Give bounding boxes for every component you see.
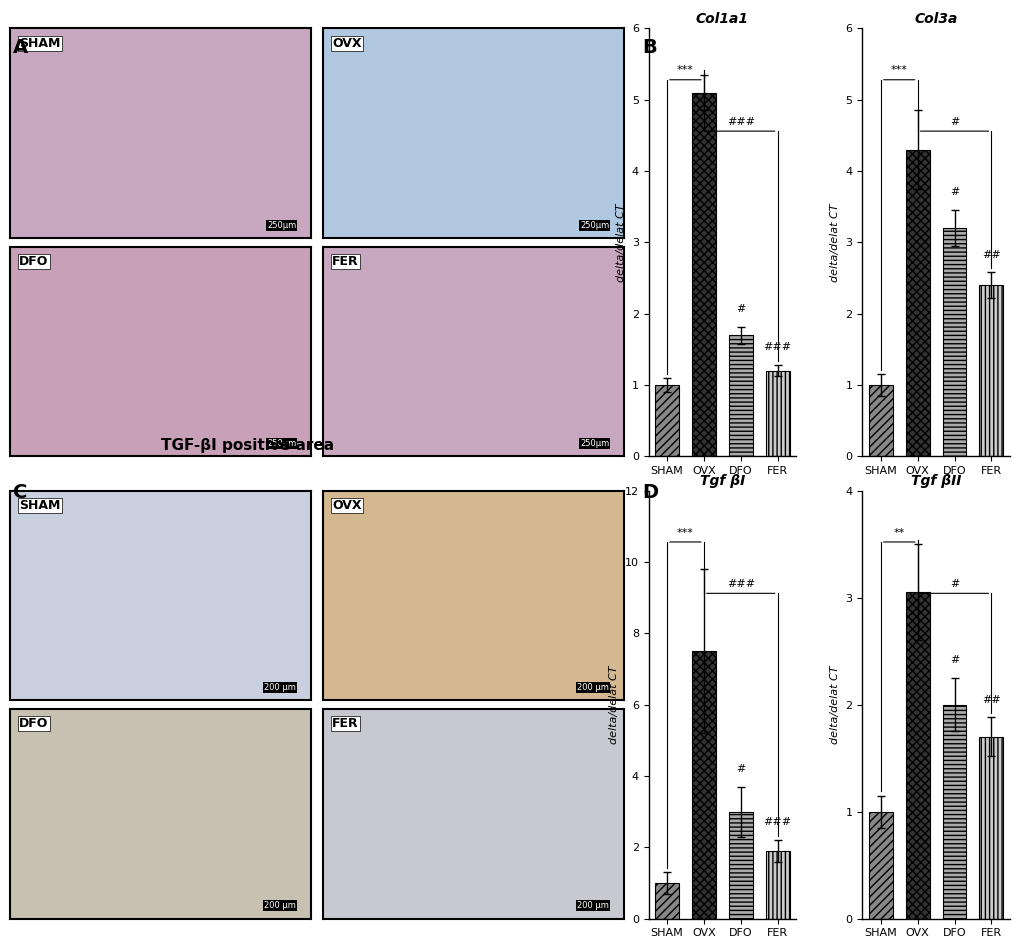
Text: FER: FER <box>332 717 359 730</box>
Text: SHAM: SHAM <box>19 37 60 50</box>
Text: ***: *** <box>677 527 693 538</box>
Text: TGF-βI positive area: TGF-βI positive area <box>161 438 333 453</box>
Text: 200 μm: 200 μm <box>577 902 608 910</box>
Text: ###: ### <box>763 817 791 828</box>
Bar <box>978 737 1003 919</box>
Title: Tgf βI: Tgf βI <box>699 474 744 488</box>
Text: #: # <box>949 188 958 198</box>
Bar <box>868 812 892 919</box>
Y-axis label: delta/delat CT: delta/delat CT <box>608 666 619 743</box>
Text: ***: *** <box>677 65 693 76</box>
Text: **: ** <box>893 527 904 538</box>
Text: SHAM: SHAM <box>19 499 60 512</box>
Title: Col3a: Col3a <box>913 12 957 26</box>
Text: FER: FER <box>332 255 359 268</box>
Text: ##: ## <box>981 249 1000 259</box>
Bar <box>978 285 1003 456</box>
Text: #: # <box>949 579 958 589</box>
Bar <box>942 228 966 456</box>
Text: ###: ### <box>726 116 754 127</box>
Text: C: C <box>13 483 28 502</box>
Text: OVX: OVX <box>332 499 362 512</box>
Text: #: # <box>736 764 745 774</box>
Text: D: D <box>642 483 658 502</box>
Text: ###: ### <box>763 342 791 352</box>
Text: 250μm: 250μm <box>580 439 608 448</box>
Bar <box>728 335 752 456</box>
Text: 200 μm: 200 μm <box>264 683 296 692</box>
Text: B: B <box>642 38 656 57</box>
Bar <box>868 385 892 456</box>
Text: #: # <box>949 655 958 665</box>
Text: ***: *** <box>890 65 907 76</box>
Y-axis label: delta/delat CT: delta/delat CT <box>829 666 840 743</box>
Text: DFO: DFO <box>19 255 49 268</box>
Bar <box>691 93 715 456</box>
Bar <box>691 652 715 919</box>
Text: 200 μm: 200 μm <box>264 902 296 910</box>
Bar <box>654 385 679 456</box>
Bar <box>905 592 928 919</box>
Text: ##: ## <box>981 694 1000 705</box>
Bar <box>728 812 752 919</box>
Y-axis label: delta/delat CT: delta/delat CT <box>829 204 840 281</box>
Bar <box>765 371 789 456</box>
Bar <box>942 705 966 919</box>
Text: 250μm: 250μm <box>267 439 296 448</box>
Bar <box>905 150 928 456</box>
Text: OVX: OVX <box>332 37 362 50</box>
Text: 250μm: 250μm <box>580 221 608 230</box>
Text: DFO: DFO <box>19 717 49 730</box>
Title: Tgf βII: Tgf βII <box>910 474 960 488</box>
Text: 200 μm: 200 μm <box>577 683 608 692</box>
Text: ###: ### <box>726 579 754 589</box>
Text: #: # <box>949 116 958 127</box>
Bar <box>654 883 679 919</box>
Text: 250μm: 250μm <box>267 221 296 230</box>
Y-axis label: delta/delat CT: delta/delat CT <box>615 204 626 281</box>
Title: Col1a1: Col1a1 <box>695 12 748 26</box>
Text: #: # <box>736 304 745 313</box>
Text: A: A <box>13 38 29 57</box>
Bar <box>765 850 789 919</box>
